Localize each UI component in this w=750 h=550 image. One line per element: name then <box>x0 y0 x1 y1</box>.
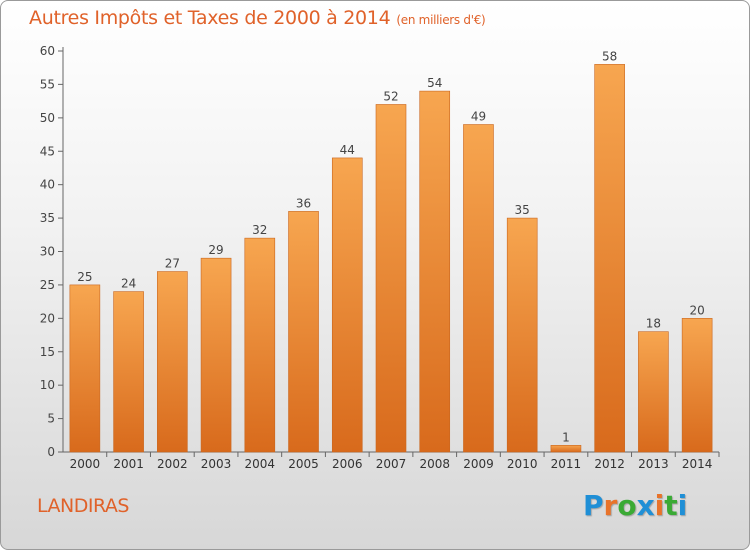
bar-value-label: 58 <box>602 49 617 63</box>
x-tick-label: 2011 <box>551 457 582 471</box>
x-tick-label: 2006 <box>332 457 363 471</box>
bar <box>419 90 451 453</box>
x-tick-label: 2001 <box>113 457 144 471</box>
bar-value-label: 52 <box>383 89 398 103</box>
logo-letter: x <box>636 489 655 522</box>
bar <box>200 257 232 453</box>
logo-letter: r <box>603 489 618 522</box>
y-tick-label: 45 <box>40 144 55 158</box>
x-tick-label: 2005 <box>288 457 319 471</box>
bar-value-label: 20 <box>689 303 704 317</box>
y-tick-label: 60 <box>40 44 55 58</box>
chart-title-main: Autres Impôts et Taxes de 2000 à 2014 <box>29 7 391 29</box>
x-tick-label: 2012 <box>594 457 625 471</box>
x-tick-label: 2008 <box>419 457 450 471</box>
bar-value-label: 1 <box>562 430 570 444</box>
x-tick-label: 2013 <box>638 457 669 471</box>
y-tick-label: 50 <box>40 111 55 125</box>
x-tick-label: 2004 <box>245 457 276 471</box>
bar-value-label: 49 <box>471 110 486 124</box>
bar <box>506 217 538 453</box>
y-tick-label: 30 <box>40 245 55 259</box>
bar <box>638 331 669 453</box>
bar-value-label: 29 <box>208 243 223 257</box>
bar <box>157 271 188 453</box>
bar <box>331 157 363 453</box>
bar-value-label: 44 <box>340 143 355 157</box>
x-tick-label: 2003 <box>201 457 232 471</box>
bar-value-label: 54 <box>427 76 442 90</box>
bar-value-label: 27 <box>165 257 180 271</box>
bar-value-label: 32 <box>252 223 267 237</box>
y-tick-label: 40 <box>40 178 55 192</box>
y-tick-label: 25 <box>40 278 55 292</box>
bar <box>550 445 582 453</box>
x-tick-label: 2007 <box>376 457 407 471</box>
logo-letter: i <box>654 489 665 522</box>
x-tick-label: 2000 <box>70 457 101 471</box>
bar <box>113 291 144 453</box>
x-tick-label: 2010 <box>507 457 538 471</box>
bar <box>594 64 625 453</box>
y-tick-label: 10 <box>40 378 55 392</box>
bar-value-label: 18 <box>646 317 661 331</box>
y-tick-label: 0 <box>47 445 55 459</box>
logo-letter: P <box>583 489 604 522</box>
commune-name: LANDIRAS <box>37 495 129 517</box>
x-tick-label: 2009 <box>463 457 494 471</box>
logo-letter: t <box>664 489 678 522</box>
logo-letter: i <box>677 489 688 522</box>
proxiti-logo: Proxiti <box>583 489 687 522</box>
bar <box>375 104 407 453</box>
bar-value-label: 25 <box>77 270 92 284</box>
x-tick-label: 2014 <box>682 457 713 471</box>
bar <box>244 237 276 453</box>
bar <box>463 124 494 453</box>
bar-value-label: 36 <box>296 196 311 210</box>
bar <box>288 211 319 453</box>
bar <box>69 284 101 453</box>
x-tick-label: 2002 <box>157 457 188 471</box>
y-tick-label: 5 <box>47 412 55 426</box>
chart-title: Autres Impôts et Taxes de 2000 à 2014 (en… <box>29 7 486 29</box>
bar-value-label: 24 <box>121 277 136 291</box>
bar-value-label: 35 <box>515 203 530 217</box>
y-tick-label: 35 <box>40 211 55 225</box>
logo-letter: o <box>617 489 637 522</box>
y-tick-label: 55 <box>40 77 55 91</box>
bar <box>681 318 713 453</box>
chart-title-unit: (en milliers d'€) <box>396 13 486 27</box>
y-tick-label: 20 <box>40 311 55 325</box>
y-tick-label: 15 <box>40 345 55 359</box>
